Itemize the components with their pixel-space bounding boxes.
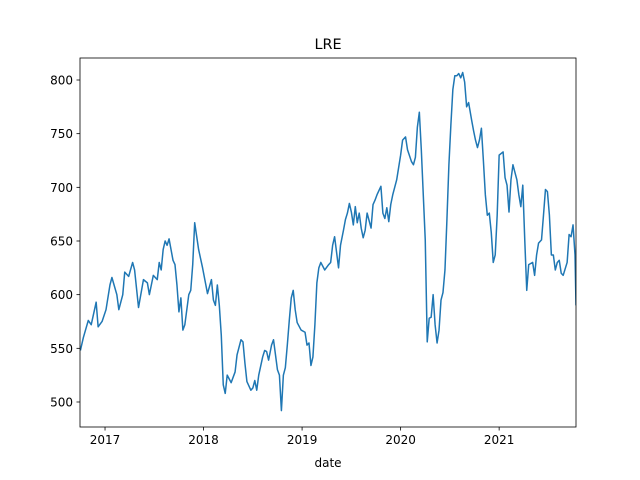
y-tick-label: 500 xyxy=(50,395,73,409)
chart-title: LRE xyxy=(314,37,341,53)
x-axis-label: date xyxy=(314,456,341,470)
y-tick-label: 600 xyxy=(50,288,73,302)
y-tick-label: 800 xyxy=(50,74,73,88)
data-line xyxy=(80,71,576,412)
x-tick-label: 2019 xyxy=(287,433,318,447)
x-tick-label: 2017 xyxy=(90,433,121,447)
y-tick-label: 750 xyxy=(50,127,73,141)
y-tick-label: 700 xyxy=(50,181,73,195)
y-tick-label: 550 xyxy=(50,342,73,356)
x-tick-label: 2018 xyxy=(188,433,219,447)
x-tick-label: 2021 xyxy=(484,433,515,447)
y-tick-label: 650 xyxy=(50,234,73,248)
plot-frame xyxy=(79,57,577,428)
x-tick-label: 2020 xyxy=(385,433,416,447)
